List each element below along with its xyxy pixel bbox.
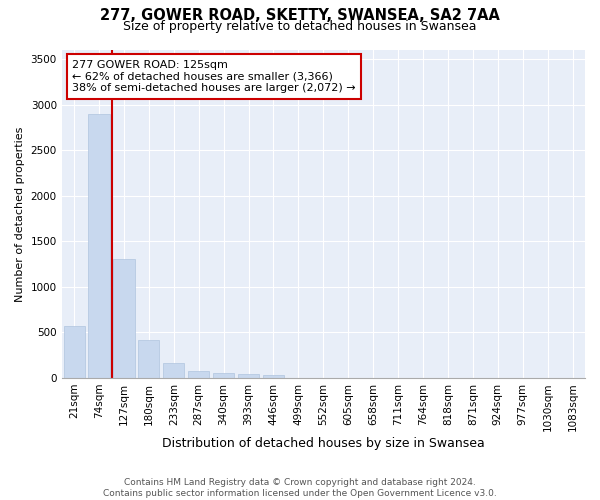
Bar xyxy=(64,326,85,378)
Bar xyxy=(188,370,209,378)
Text: 277 GOWER ROAD: 125sqm
← 62% of detached houses are smaller (3,366)
38% of semi-: 277 GOWER ROAD: 125sqm ← 62% of detached… xyxy=(72,60,356,93)
Bar xyxy=(138,340,160,378)
Bar xyxy=(213,373,234,378)
Text: 277, GOWER ROAD, SKETTY, SWANSEA, SA2 7AA: 277, GOWER ROAD, SKETTY, SWANSEA, SA2 7A… xyxy=(100,8,500,22)
Bar xyxy=(88,114,110,378)
Bar xyxy=(263,375,284,378)
Bar xyxy=(163,364,184,378)
Y-axis label: Number of detached properties: Number of detached properties xyxy=(15,126,25,302)
Bar xyxy=(113,258,134,378)
X-axis label: Distribution of detached houses by size in Swansea: Distribution of detached houses by size … xyxy=(162,437,485,450)
Text: Contains HM Land Registry data © Crown copyright and database right 2024.
Contai: Contains HM Land Registry data © Crown c… xyxy=(103,478,497,498)
Bar xyxy=(238,374,259,378)
Text: Size of property relative to detached houses in Swansea: Size of property relative to detached ho… xyxy=(123,20,477,33)
